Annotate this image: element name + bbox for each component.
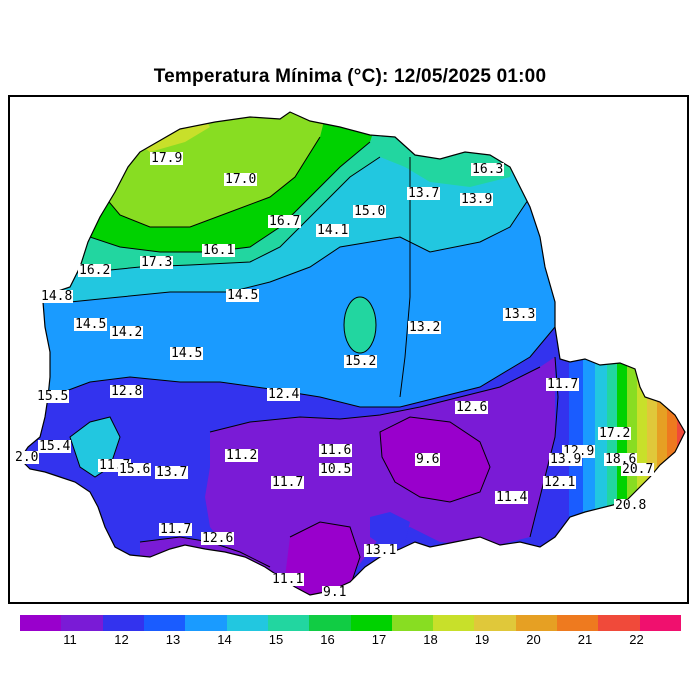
station-label: 14.5 <box>170 346 204 361</box>
color-scale-segment <box>433 615 475 631</box>
color-scale-segment <box>598 615 640 631</box>
color-scale-segment <box>143 615 186 631</box>
color-scale-tick: 14 <box>217 632 232 647</box>
station-label: 14.5 <box>226 288 260 303</box>
color-scale-segment <box>102 615 144 631</box>
station-label: 13.9 <box>460 192 494 207</box>
color-scale-segment <box>226 615 268 631</box>
station-label: 13.7 <box>407 186 441 201</box>
station-label: 15.2 <box>344 354 378 369</box>
station-label: 2.0 <box>14 450 40 465</box>
color-scale-segment <box>391 615 434 631</box>
station-label: 15.4 <box>38 439 72 454</box>
color-scale-bar <box>20 615 681 631</box>
map-frame: 17.9 17.0 16.3 13.7 13.9 15.0 16.7 14.1 … <box>8 95 689 604</box>
station-label: 12.4 <box>267 387 301 402</box>
color-scale-tick: 22 <box>629 632 644 647</box>
station-label: 16.2 <box>78 263 112 278</box>
station-label: 14.1 <box>316 223 350 238</box>
color-scale-tick: 19 <box>474 632 490 647</box>
color-scale-tick: 17 <box>371 632 387 647</box>
station-label: 20.7 <box>621 462 655 477</box>
station-label: 12.6 <box>201 531 235 546</box>
color-scale-tick: 18 <box>423 632 438 647</box>
color-scale-tick: 20 <box>526 632 541 647</box>
color-scale-segment <box>267 615 310 631</box>
station-label: 9.1 <box>322 585 348 600</box>
color-scale-ticks: 11 12 13 14 15 16 17 18 19 20 21 22 <box>20 632 681 652</box>
station-label: 16.7 <box>268 214 302 229</box>
station-label: 13.2 <box>408 320 442 335</box>
color-scale-segment <box>309 615 351 631</box>
station-label: 17.3 <box>140 255 174 270</box>
station-label: 13.7 <box>155 465 189 480</box>
station-label: 20.8 <box>614 498 648 513</box>
color-scale-tick: 12 <box>114 632 129 647</box>
station-label: 15.6 <box>118 462 152 477</box>
station-label: 11.2 <box>225 448 259 463</box>
color-scale-tick: 13 <box>165 632 181 647</box>
station-label: 17.9 <box>150 151 184 166</box>
color-scale-segment <box>557 615 599 631</box>
color-scale-tick: 21 <box>577 632 593 647</box>
color-scale-segment <box>185 615 227 631</box>
station-label: 17.2 <box>598 426 632 441</box>
color-scale-tick: 16 <box>320 632 335 647</box>
station-label: 13.3 <box>503 307 537 322</box>
station-label: 12.1 <box>543 475 577 490</box>
state-border <box>19 111 686 596</box>
station-label: 13.1 <box>364 543 398 558</box>
station-label: 15.0 <box>353 204 387 219</box>
station-label: 14.2 <box>110 325 144 340</box>
color-scale-segment <box>639 615 681 631</box>
map-title: Temperatura Mínima (°C): 12/05/2025 01:0… <box>153 66 547 87</box>
station-label: 14.5 <box>74 317 108 332</box>
station-label: 11.4 <box>495 490 529 505</box>
station-label: 11.7 <box>271 475 305 490</box>
station-label: 12.6 <box>455 400 489 415</box>
station-label: 10.5 <box>319 462 353 477</box>
station-label: 16.1 <box>202 243 236 258</box>
station-label: 16.3 <box>471 162 505 177</box>
station-label: 18.6 <box>604 452 638 467</box>
station-label: 11.7 <box>546 377 580 392</box>
color-scale-segment <box>61 615 103 631</box>
color-scale-tick: 11 <box>63 632 77 647</box>
color-scale-segment <box>474 615 516 631</box>
station-label: 11.1 <box>271 572 305 587</box>
color-scale-segment <box>515 615 558 631</box>
station-label: 11.7 <box>159 522 193 537</box>
color-scale-segment <box>20 615 62 631</box>
station-label: 15.5 <box>36 389 70 404</box>
station-label: 17.0 <box>224 172 258 187</box>
color-scale-tick: 15 <box>268 632 284 647</box>
station-label: 12.8 <box>110 384 144 399</box>
contour-lines <box>20 112 559 588</box>
state-map <box>19 111 686 596</box>
station-label: 13.9 <box>549 452 583 467</box>
station-label: 11.6 <box>319 443 353 458</box>
station-label: 14.8 <box>40 289 74 304</box>
color-scale-segment <box>350 615 392 631</box>
station-label: 9.6 <box>415 452 441 467</box>
